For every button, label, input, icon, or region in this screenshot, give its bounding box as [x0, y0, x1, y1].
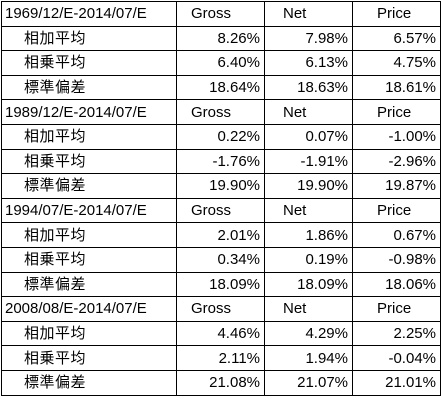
table-row: 相乗平均 0.34% 0.19% -0.98%: [1, 246, 441, 273]
table-row: 相加平均 4.46% 4.29% 2.25%: [1, 320, 441, 347]
price-value: 18.06%: [352, 271, 441, 298]
column-header-gross: Gross: [176, 1, 265, 27]
period-header-row: 1989/12/E-2014/07/E Gross Net Price: [1, 99, 441, 125]
gross-value: 4.46%: [176, 320, 265, 347]
net-value: 6.13%: [264, 50, 353, 76]
gross-value: 19.90%: [176, 173, 265, 199]
row-label: 相加平均: [1, 25, 177, 52]
row-label: 相加平均: [1, 320, 177, 347]
price-value: 6.57%: [352, 25, 441, 52]
column-header-price: Price: [352, 1, 441, 27]
period-label: 1969/12/E-2014/07/E: [1, 1, 177, 27]
row-label: 相乗平均: [1, 50, 177, 76]
period-header-row: 2008/08/E-2014/07/E Gross Net Price: [1, 296, 441, 322]
row-label: 相乗平均: [1, 148, 177, 175]
row-label: 相乗平均: [1, 345, 177, 371]
period-header-row: 1969/12/E-2014/07/E Gross Net Price: [1, 1, 441, 27]
column-header-net: Net: [264, 1, 353, 27]
table-row: 相乗平均 -1.76% -1.91% -2.96%: [1, 148, 441, 175]
net-value: 18.09%: [264, 271, 353, 298]
row-label: 相乗平均: [1, 246, 177, 273]
column-header-net: Net: [264, 99, 353, 125]
price-value: -1.00%: [352, 123, 441, 150]
column-header-gross: Gross: [176, 197, 265, 224]
column-header-price: Price: [352, 296, 441, 322]
period-label: 2008/08/E-2014/07/E: [1, 296, 177, 322]
net-value: 0.07%: [264, 123, 353, 150]
price-value: -0.04%: [352, 345, 441, 371]
row-label: 標準偏差: [1, 369, 177, 396]
column-header-price: Price: [352, 197, 441, 224]
row-label: 標準偏差: [1, 173, 177, 199]
net-value: 18.63%: [264, 74, 353, 101]
period-label: 1994/07/E-2014/07/E: [1, 197, 177, 224]
gross-value: 2.11%: [176, 345, 265, 371]
table-row: 相加平均 0.22% 0.07% -1.00%: [1, 123, 441, 150]
gross-value: -1.76%: [176, 148, 265, 175]
gross-value: 21.08%: [176, 369, 265, 396]
net-value: 21.07%: [264, 369, 353, 396]
price-value: 4.75%: [352, 50, 441, 76]
table-row: 標準偏差 19.90% 19.90% 19.87%: [1, 173, 441, 199]
table-row: 標準偏差 18.64% 18.63% 18.61%: [1, 74, 441, 101]
gross-value: 6.40%: [176, 50, 265, 76]
column-header-net: Net: [264, 197, 353, 224]
net-value: 1.86%: [264, 222, 353, 248]
gross-value: 0.34%: [176, 246, 265, 273]
gross-value: 0.22%: [176, 123, 265, 150]
row-label: 相加平均: [1, 123, 177, 150]
price-value: -2.96%: [352, 148, 441, 175]
net-value: 4.29%: [264, 320, 353, 347]
net-value: -1.91%: [264, 148, 353, 175]
gross-value: 18.64%: [176, 74, 265, 101]
row-label: 標準偏差: [1, 271, 177, 298]
net-value: 1.94%: [264, 345, 353, 371]
table-row: 相乗平均 2.11% 1.94% -0.04%: [1, 345, 441, 371]
gross-value: 2.01%: [176, 222, 265, 248]
net-value: 7.98%: [264, 25, 353, 52]
row-label: 標準偏差: [1, 74, 177, 101]
price-value: 18.61%: [352, 74, 441, 101]
net-value: 19.90%: [264, 173, 353, 199]
column-header-net: Net: [264, 296, 353, 322]
column-header-price: Price: [352, 99, 441, 125]
price-value: 2.25%: [352, 320, 441, 347]
column-header-gross: Gross: [176, 99, 265, 125]
price-value: 0.67%: [352, 222, 441, 248]
column-header-gross: Gross: [176, 296, 265, 322]
price-value: 21.01%: [352, 369, 441, 396]
table-row: 相加平均 8.26% 7.98% 6.57%: [1, 25, 441, 52]
table-row: 相乗平均 6.40% 6.13% 4.75%: [1, 50, 441, 76]
period-header-row: 1994/07/E-2014/07/E Gross Net Price: [1, 197, 441, 224]
net-value: 0.19%: [264, 246, 353, 273]
gross-value: 18.09%: [176, 271, 265, 298]
gross-value: 8.26%: [176, 25, 265, 52]
period-label: 1989/12/E-2014/07/E: [1, 99, 177, 125]
price-value: 19.87%: [352, 173, 441, 199]
table-row: 相加平均 2.01% 1.86% 0.67%: [1, 222, 441, 248]
row-label: 相加平均: [1, 222, 177, 248]
table-row: 標準偏差 18.09% 18.09% 18.06%: [1, 271, 441, 298]
table-row: 標準偏差 21.08% 21.07% 21.01%: [1, 369, 441, 396]
price-value: -0.98%: [352, 246, 441, 273]
